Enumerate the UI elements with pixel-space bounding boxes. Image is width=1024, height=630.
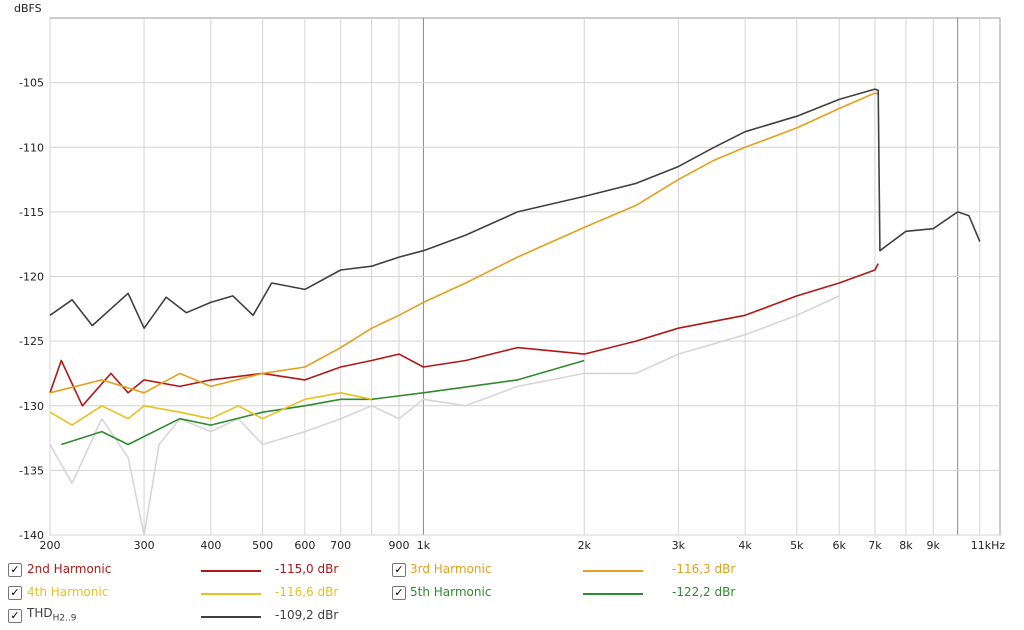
checkbox-thd[interactable]: ✓ xyxy=(8,609,22,623)
y-tick-labels: -140 -135 -130 -125 -120 -115 -110 -105 xyxy=(19,77,44,542)
y-axis-label: dBFS xyxy=(14,2,42,15)
x-tick-labels: 200 300 400 500 600 700 900 1k 2k 3k 4k 5k 6k 7k 8k 9k 1… xyxy=(40,539,1006,552)
legend-swatch xyxy=(583,593,643,595)
y-tick-label: -120 xyxy=(19,271,44,284)
x-tick-label: 8k xyxy=(899,539,913,552)
legend-value: -116,6 dBr xyxy=(275,585,339,599)
x-tick-label: 700 xyxy=(330,539,351,552)
checkbox-4th-harmonic[interactable]: ✓ xyxy=(8,586,22,600)
x-tick-label: 9k xyxy=(927,539,941,552)
checkbox-2nd-harmonic[interactable]: ✓ xyxy=(8,563,22,577)
y-tick-label: -115 xyxy=(19,206,44,219)
x-tick-label: 4k xyxy=(738,539,752,552)
x-tick-label: 500 xyxy=(252,539,273,552)
checkbox-3rd-harmonic[interactable]: ✓ xyxy=(392,563,406,577)
y-tick-label: -140 xyxy=(19,529,44,542)
y-tick-label: -110 xyxy=(19,141,44,154)
x-tick-label: 200 xyxy=(40,539,61,552)
grid xyxy=(49,18,1000,536)
legend-label: THDH2..9 xyxy=(27,606,77,623)
chart: dBFS -140 -135 -130 -125 -120 -115 -110 -105 20… xyxy=(14,2,1006,552)
legend-label: 2nd Harmonic xyxy=(27,562,112,576)
y-tick-label: -105 xyxy=(19,77,44,90)
legend-label: 5th Harmonic xyxy=(410,585,492,599)
series-line-2nd-harmonic xyxy=(49,263,879,407)
x-tick-label: 3k xyxy=(672,539,686,552)
y-tick-label: -125 xyxy=(19,335,44,348)
legend-label: 4th Harmonic xyxy=(27,585,109,599)
legend-value: -115,0 dBr xyxy=(275,562,339,576)
x-tick-label: 400 xyxy=(200,539,221,552)
y-tick-label: -135 xyxy=(19,464,44,477)
y-tick-label: -130 xyxy=(19,400,44,413)
x-tick-label: 11kHz xyxy=(971,539,1006,552)
series-line-4th-harmonic xyxy=(49,391,372,426)
x-tick-label: 5k xyxy=(790,539,804,552)
series-line-thd xyxy=(49,88,981,330)
x-tick-label: 6k xyxy=(832,539,846,552)
x-tick-label: 300 xyxy=(134,539,155,552)
x-tick-label: 600 xyxy=(294,539,315,552)
legend-swatch xyxy=(201,593,261,595)
x-tick-label: 1k xyxy=(417,539,431,552)
legend-value: -116,3 dBr xyxy=(672,562,736,576)
series-group xyxy=(49,88,981,536)
legend-label: 3rd Harmonic xyxy=(410,562,492,576)
x-tick-label: 900 xyxy=(388,539,409,552)
x-tick-label: 7k xyxy=(868,539,882,552)
checkbox-5th-harmonic[interactable]: ✓ xyxy=(392,586,406,600)
x-tick-label: 2k xyxy=(578,539,592,552)
legend-swatch xyxy=(201,616,261,618)
legend-value: -122,2 dBr xyxy=(672,585,736,599)
series-line-residual xyxy=(49,295,840,536)
legend-value: -109,2 dBr xyxy=(275,608,339,622)
series-line-3rd-harmonic xyxy=(49,92,879,394)
legend-swatch xyxy=(583,570,643,572)
thd-label: THD xyxy=(27,606,53,620)
legend: ✓ 2nd Harmonic -115,0 dBr ✓ 3rd Harmonic… xyxy=(0,558,1024,630)
legend-swatch xyxy=(201,570,261,572)
thd-subscript: H2..9 xyxy=(52,613,77,624)
